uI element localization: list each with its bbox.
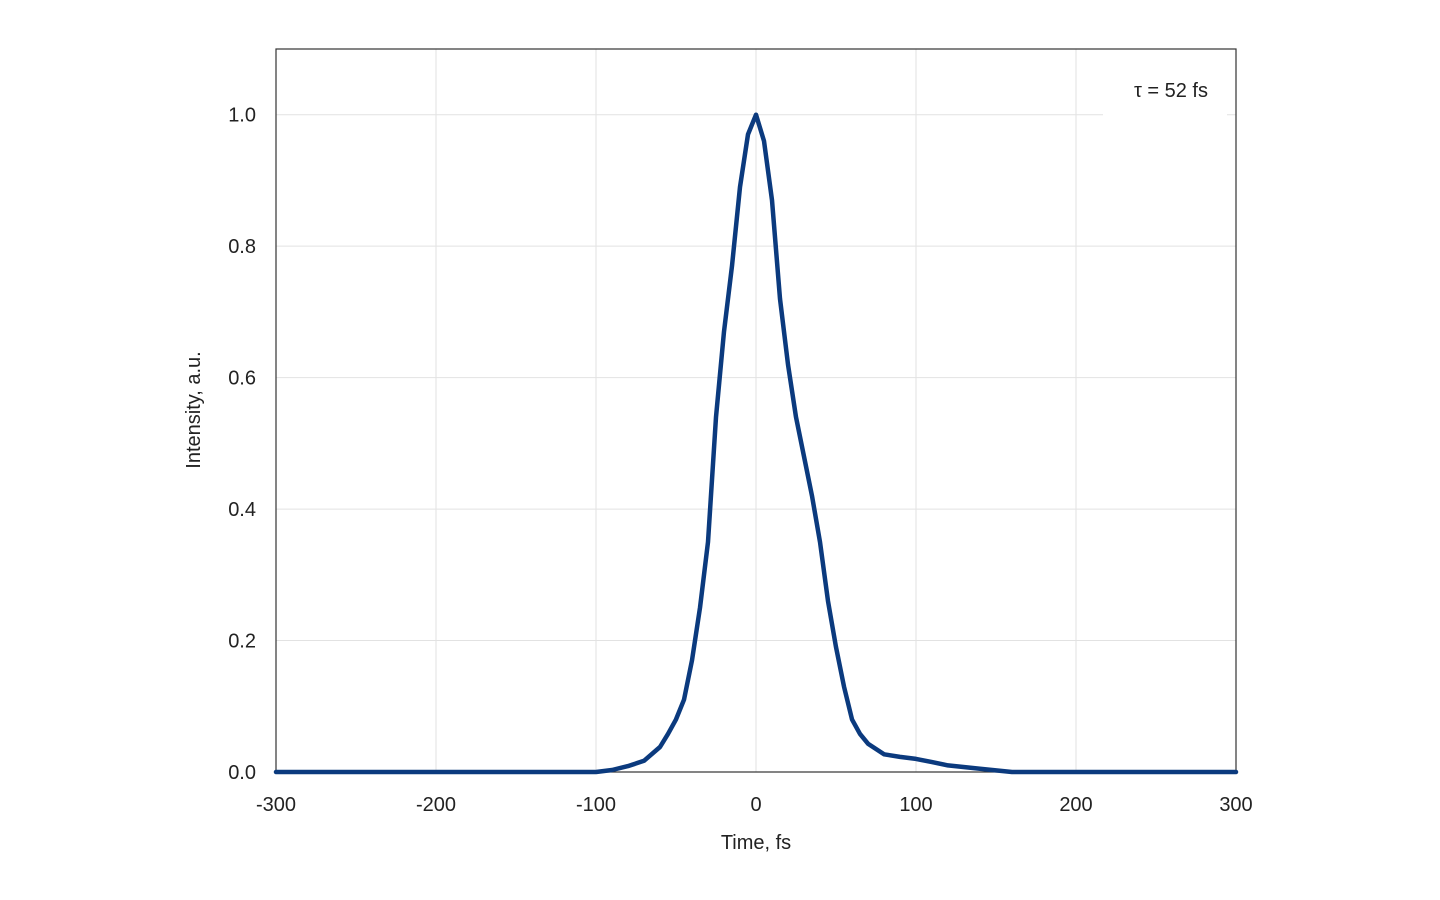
annotation-box xyxy=(1103,62,1227,116)
x-axis-label: Time, fs xyxy=(721,832,791,854)
x-tick-label: -100 xyxy=(576,794,616,816)
data-line xyxy=(273,112,1239,775)
x-tick-label: 0 xyxy=(750,794,761,816)
y-tick-label: 1.0 xyxy=(228,105,256,127)
y-tick-label: 0.8 xyxy=(228,236,256,258)
y-tick-label: 0.2 xyxy=(228,631,256,653)
annotation: τ = 52 fs xyxy=(1134,80,1208,102)
x-tick-label: 100 xyxy=(899,794,932,816)
y-tick-label: 0.0 xyxy=(228,762,256,784)
plot-frame xyxy=(275,48,1237,773)
y-axis-label: Intensity, a.u. xyxy=(183,351,205,468)
x-tick-label: -300 xyxy=(256,794,296,816)
x-tick-label: 300 xyxy=(1219,794,1252,816)
x-tick-label: 200 xyxy=(1059,794,1092,816)
y-tick-label: 0.6 xyxy=(228,368,256,390)
y-tick-label: 0.4 xyxy=(228,499,256,521)
x-tick-label: -200 xyxy=(416,794,456,816)
